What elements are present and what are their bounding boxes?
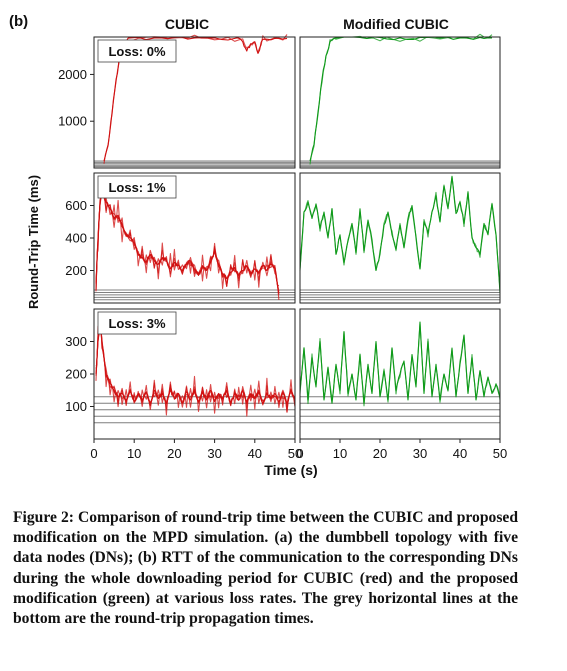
panel-frame xyxy=(93,36,296,169)
panel-0-1 xyxy=(299,33,501,169)
series-line-cubic xyxy=(95,191,280,300)
loss-label: Loss: 3% xyxy=(108,316,166,331)
loss-label-box xyxy=(97,175,177,199)
x-axis-label: Time (s) xyxy=(264,462,317,478)
y-axis-label: Round-Trip Time (ms) xyxy=(26,175,41,309)
y-tick-label: 300 xyxy=(65,334,87,349)
panel-0-0: Loss: 0% 2000 1000 xyxy=(58,34,296,169)
series-line-modified xyxy=(299,321,501,404)
panel-label: (b) xyxy=(9,13,28,30)
loss-label-box xyxy=(97,39,177,63)
series-line-cubic xyxy=(95,192,280,292)
series-line-modified xyxy=(309,36,493,162)
rtt-figure: (b) CUBIC Modified CUBIC Round-Trip Time… xyxy=(9,13,507,478)
panel-1-0: Loss: 1% 600 400 200 xyxy=(65,172,296,304)
x-tick-label: 0 xyxy=(296,446,303,461)
x-tick-label: 50 xyxy=(288,446,302,461)
y-tick-label: 100 xyxy=(65,399,87,414)
panel-frame xyxy=(299,308,501,440)
y-tick-label: 600 xyxy=(65,198,87,213)
x-tick-label: 30 xyxy=(413,446,427,461)
x-tick-label: 40 xyxy=(453,446,467,461)
loss-label: Loss: 0% xyxy=(108,44,166,59)
series-line-modified xyxy=(299,175,501,294)
column-title-modified: Modified CUBIC xyxy=(343,16,449,32)
x-tick-label: 20 xyxy=(373,446,387,461)
panel-2-1: 0 10 20 30 40 50 xyxy=(296,308,507,461)
y-tick-label: 2000 xyxy=(58,67,87,82)
series-line-modified xyxy=(299,323,501,407)
x-tick-label: 0 xyxy=(90,446,97,461)
y-tick-label: 200 xyxy=(65,263,87,278)
column-title-cubic: CUBIC xyxy=(165,16,209,32)
series-line-modified xyxy=(309,33,493,165)
series-line-cubic xyxy=(95,186,280,295)
x-tick-label: 10 xyxy=(127,446,141,461)
x-tick-label: 20 xyxy=(167,446,181,461)
panel-frame xyxy=(299,36,501,169)
x-tick-label: 30 xyxy=(207,446,221,461)
x-tick-label: 50 xyxy=(493,446,507,461)
loss-label: Loss: 1% xyxy=(108,180,166,195)
x-tick-label: 10 xyxy=(333,446,347,461)
y-tick-label: 200 xyxy=(65,367,87,382)
series-line-cubic xyxy=(95,190,280,294)
panel-1-1 xyxy=(299,172,501,304)
series-line-cubic xyxy=(103,34,288,164)
panel-2-0: Loss: 3% 300 200 100 0 10 20 30 40 50 xyxy=(65,308,302,461)
panel-frame xyxy=(299,172,501,304)
y-tick-label: 1000 xyxy=(58,114,87,129)
series-line-cubic xyxy=(95,314,296,417)
loss-label-box xyxy=(97,311,177,335)
series-line-modified xyxy=(299,176,501,290)
y-tick-label: 400 xyxy=(65,231,87,246)
figure-caption: Figure 2: Comparison of round-trip time … xyxy=(13,509,518,628)
x-tick-label: 40 xyxy=(248,446,262,461)
